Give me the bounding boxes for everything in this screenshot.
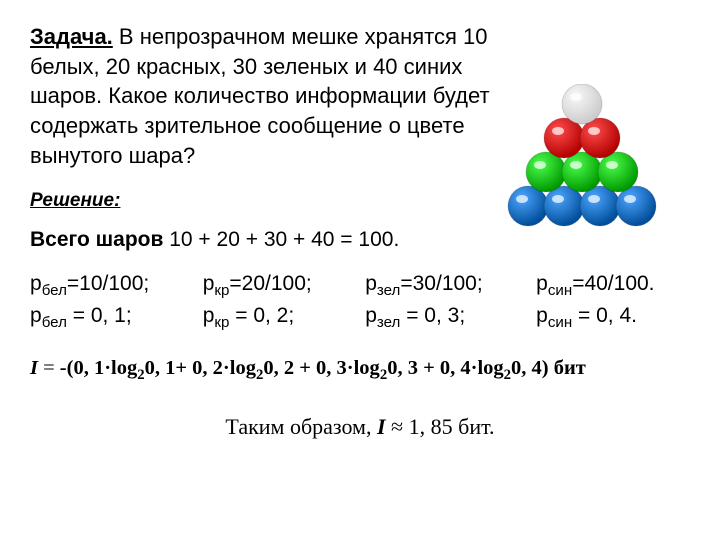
- problem-statement: Задача. В непрозрачном мешке хранятся 10…: [30, 22, 540, 170]
- total-expr: 10 + 20 + 30 + 40 = 100.: [163, 228, 399, 251]
- entropy-formula: I = -(0, 1·log20, 1+ 0, 2·log20, 2 + 0, …: [30, 357, 690, 384]
- prob-cell: pкр = 0, 2;: [203, 304, 348, 331]
- prob-cell: pзел=30/100;: [365, 272, 518, 299]
- prob-cell: pзел = 0, 3;: [365, 304, 518, 331]
- prob-cell: pкр=20/100;: [203, 272, 348, 299]
- conclusion: Таким образом, I ≈ 1, 85 бит.: [30, 414, 690, 440]
- total-label: Всего шаров: [30, 228, 163, 251]
- prob-cell: pбел = 0, 1;: [30, 304, 185, 331]
- prob-cell: pсин = 0, 4.: [536, 304, 690, 331]
- ball-pyramid-illustration: [502, 84, 662, 244]
- problem-title: Задача.: [30, 24, 113, 49]
- prob-cell: pбел=10/100;: [30, 272, 185, 299]
- probability-table: pбел=10/100; pкр=20/100; pзел=30/100; pсин=…: [30, 272, 690, 330]
- prob-cell: pсин=40/100.: [536, 272, 690, 299]
